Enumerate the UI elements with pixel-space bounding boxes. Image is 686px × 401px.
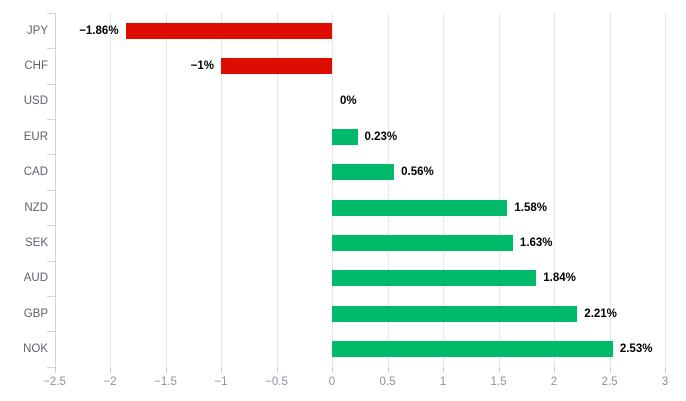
y-axis-tick xyxy=(47,154,55,156)
bar-nzd xyxy=(332,199,508,216)
x-axis-tick xyxy=(54,366,56,373)
gridline xyxy=(443,12,444,367)
bar-aud xyxy=(332,270,537,287)
x-axis-tick xyxy=(165,366,167,373)
y-axis-tick xyxy=(47,83,55,85)
gridline xyxy=(554,12,555,367)
gridline xyxy=(609,12,611,367)
bar-eur xyxy=(332,128,358,145)
x-axis-tick xyxy=(498,366,500,373)
category-label-eur: EUR xyxy=(23,130,48,143)
bar-value-label-sek: 1.63% xyxy=(519,236,553,249)
bar-chf xyxy=(221,57,332,74)
x-axis-tick-label: 1.5 xyxy=(490,375,507,388)
y-axis-tick xyxy=(47,296,55,297)
bar-value-label-chf: −1% xyxy=(190,59,214,72)
x-axis-tick-label: −2.5 xyxy=(43,375,66,388)
x-axis-tick xyxy=(221,366,222,373)
y-axis-tick xyxy=(47,331,55,333)
x-axis-tick-label: 0.5 xyxy=(379,375,396,388)
bar-value-label-nzd: 1.58% xyxy=(514,201,547,214)
gridline xyxy=(221,12,222,367)
bar-value-label-nok: 2.53% xyxy=(619,343,653,356)
bar-jpy xyxy=(125,22,332,39)
category-label-sek: SEK xyxy=(24,236,48,249)
gridline xyxy=(387,12,389,367)
bar-value-label-cad: 0.56% xyxy=(401,166,434,179)
x-axis-tick xyxy=(443,366,444,373)
gridline xyxy=(332,12,333,367)
y-axis-tick xyxy=(47,189,55,191)
y-axis-tick xyxy=(47,366,55,368)
x-axis-tick xyxy=(110,366,111,373)
gridline xyxy=(665,12,666,367)
x-axis-tick-label: 2 xyxy=(550,375,558,388)
y-axis-tick xyxy=(47,12,55,14)
category-label-chf: CHF xyxy=(24,59,48,72)
category-label-nzd: NZD xyxy=(24,201,48,214)
x-axis-tick xyxy=(609,366,611,373)
x-axis-tick-label: −1 xyxy=(214,375,228,388)
bar-cad xyxy=(332,164,395,181)
x-axis-tick xyxy=(276,366,278,373)
category-label-jpy: JPY xyxy=(26,24,48,37)
gridline xyxy=(165,12,167,367)
y-axis-tick xyxy=(47,225,55,227)
bar-gbp xyxy=(332,305,578,322)
category-label-gbp: GBP xyxy=(23,307,48,320)
x-axis-tick-label: 2.5 xyxy=(601,375,618,388)
bar-value-label-usd: 0% xyxy=(340,95,357,108)
y-axis-tick xyxy=(47,48,55,50)
x-axis-tick xyxy=(332,366,333,373)
y-axis-tick xyxy=(47,119,55,120)
x-axis-tick-label: 1 xyxy=(439,375,447,388)
x-axis-tick xyxy=(387,366,389,373)
y-axis-tick xyxy=(47,260,55,262)
category-label-cad: CAD xyxy=(23,166,48,179)
bar-value-label-eur: 0.23% xyxy=(364,130,398,143)
bar-nok xyxy=(332,341,613,358)
x-axis-tick-label: −2 xyxy=(103,375,117,388)
gridline xyxy=(110,12,111,367)
y-axis-line xyxy=(55,12,56,367)
bar-sek xyxy=(332,234,513,251)
gridline xyxy=(276,12,278,367)
x-axis-tick xyxy=(554,366,555,373)
bar-value-label-jpy: −1.86% xyxy=(79,24,119,37)
x-axis-tick-label: 0 xyxy=(328,375,336,388)
category-label-aud: AUD xyxy=(23,272,48,285)
x-axis-tick-label: 3 xyxy=(661,375,669,388)
bar-value-label-aud: 1.84% xyxy=(543,272,576,285)
x-axis-tick-label: −0.5 xyxy=(265,375,288,388)
x-axis-tick xyxy=(665,366,666,373)
category-label-usd: USD xyxy=(23,95,48,108)
bar-value-label-gbp: 2.21% xyxy=(584,307,617,320)
category-label-nok: NOK xyxy=(23,343,48,356)
gridline xyxy=(498,12,500,367)
x-axis-tick-label: −1.5 xyxy=(154,375,177,388)
